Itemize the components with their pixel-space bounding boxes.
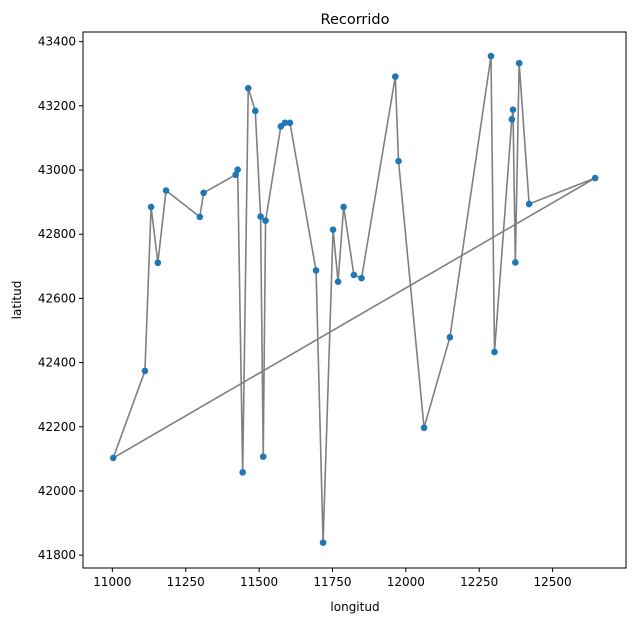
route-point: [525, 200, 533, 208]
route-point: [420, 424, 428, 432]
y-tick-label: 43000: [38, 163, 76, 177]
route-point: [147, 203, 155, 211]
route-point: [319, 539, 327, 546]
route-point: [200, 189, 207, 197]
y-tick-label: 43200: [38, 99, 76, 113]
y-axis: 41800 42000 42200 42400 42600 42800 43000 43200…: [38, 35, 83, 562]
route-point: [515, 59, 523, 67]
route-point: [329, 226, 337, 234]
y-axis-label: latitud: [10, 281, 24, 320]
x-tick-label: 12500: [534, 575, 572, 589]
y-tick-label: 42000: [38, 484, 76, 498]
route-point: [286, 119, 294, 127]
route-point: [509, 106, 517, 113]
route-point: [262, 217, 269, 225]
route-point: [350, 271, 358, 279]
route-point: [251, 107, 259, 115]
route-point: [162, 187, 170, 194]
route-point: [257, 213, 264, 220]
x-axis: 11000 11250 11500 11750 12000 12250 12500: [93, 568, 572, 589]
route-point: [154, 259, 162, 267]
route-point: [244, 84, 252, 92]
route-point: [395, 157, 402, 165]
x-tick-label: 12250: [460, 575, 498, 589]
route-point: [141, 367, 149, 375]
route-point: [358, 274, 365, 282]
y-tick-label: 42400: [38, 356, 76, 370]
route-point: [232, 171, 239, 179]
route-point: [281, 119, 289, 127]
route-point: [109, 454, 117, 462]
y-tick-label: 43400: [38, 35, 76, 49]
route-point: [491, 348, 498, 356]
route-point: [312, 267, 320, 274]
x-tick-label: 11500: [240, 575, 278, 589]
route-point: [446, 333, 454, 341]
x-tick-label: 11250: [167, 575, 205, 589]
plot-area: [109, 52, 599, 546]
route-point: [259, 453, 267, 460]
x-axis-label: longitud: [330, 600, 379, 614]
x-tick-label: 12000: [387, 575, 425, 589]
route-line: [112, 55, 596, 544]
y-tick-label: 42800: [38, 227, 76, 241]
y-tick-label: 42200: [38, 420, 76, 434]
route-point: [234, 166, 241, 173]
axes-frame: [82, 31, 627, 569]
route-point: [508, 116, 516, 123]
y-tick-label: 42600: [38, 291, 76, 305]
route-point: [392, 73, 399, 80]
y-tick-label: 41800: [38, 548, 76, 562]
route-point: [196, 213, 204, 221]
x-tick-label: 11750: [313, 575, 351, 589]
route-point: [591, 174, 599, 182]
route-point: [334, 278, 342, 286]
x-tick-label: 11000: [93, 575, 131, 589]
route-point: [340, 203, 347, 211]
route-point: [487, 52, 495, 60]
route-point: [512, 259, 519, 266]
chart-title: Recorrido: [321, 12, 390, 28]
route-point: [239, 469, 246, 476]
